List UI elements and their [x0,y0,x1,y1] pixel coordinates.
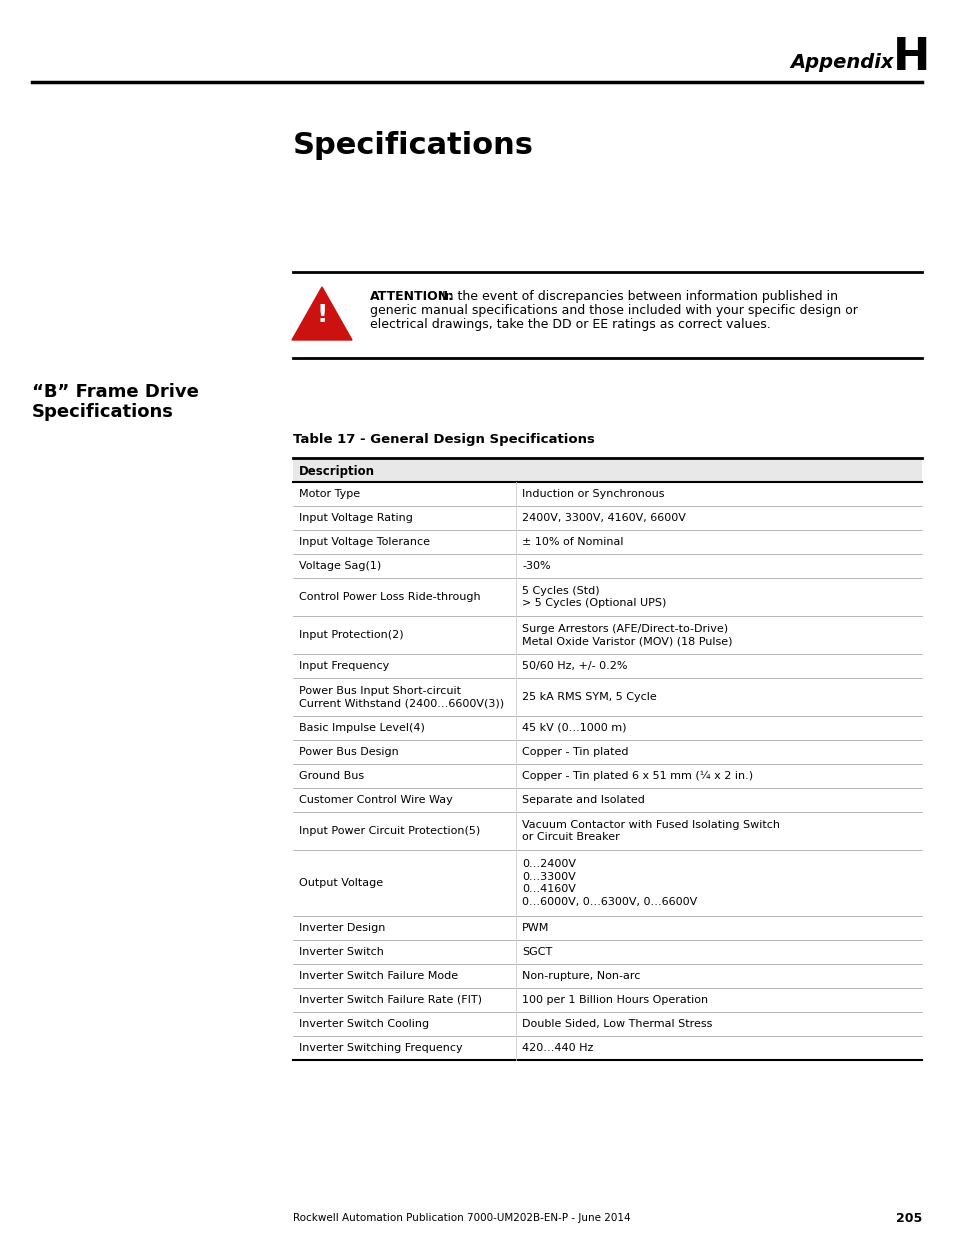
Text: 0…2400V
0…3300V
0…4160V
0…6000V, 0…6300V, 0…6600V: 0…2400V 0…3300V 0…4160V 0…6000V, 0…6300V… [521,858,697,908]
Text: H: H [892,37,929,79]
Text: ± 10% of Nominal: ± 10% of Nominal [521,537,623,547]
Text: 420…440 Hz: 420…440 Hz [521,1044,593,1053]
Text: Output Voltage: Output Voltage [298,878,383,888]
Text: 50/60 Hz, +/- 0.2%: 50/60 Hz, +/- 0.2% [521,661,627,671]
Text: Description: Description [298,464,375,478]
Text: Inverter Switch Failure Rate (FIT): Inverter Switch Failure Rate (FIT) [298,995,481,1005]
Text: Input Power Circuit Protection(5): Input Power Circuit Protection(5) [298,826,479,836]
Text: Inverter Switch Failure Mode: Inverter Switch Failure Mode [298,971,457,981]
Text: Inverter Design: Inverter Design [298,923,385,932]
Text: 205: 205 [895,1212,921,1224]
Text: Vacuum Contactor with Fused Isolating Switch
or Circuit Breaker: Vacuum Contactor with Fused Isolating Sw… [521,820,780,842]
Text: Inverter Switch Cooling: Inverter Switch Cooling [298,1019,429,1029]
Text: Ground Bus: Ground Bus [298,771,364,781]
Text: 100 per 1 Billion Hours Operation: 100 per 1 Billion Hours Operation [521,995,708,1005]
Text: generic manual specifications and those included with your specific design or: generic manual specifications and those … [370,304,857,317]
Text: Motor Type: Motor Type [298,489,359,499]
Polygon shape [292,287,352,340]
Text: Input Voltage Rating: Input Voltage Rating [298,513,413,522]
Text: Specifications: Specifications [32,403,173,421]
Text: Inverter Switching Frequency: Inverter Switching Frequency [298,1044,462,1053]
Text: Table 17 - General Design Specifications: Table 17 - General Design Specifications [293,433,595,447]
Text: Copper - Tin plated: Copper - Tin plated [521,747,628,757]
Text: 2400V, 3300V, 4160V, 6600V: 2400V, 3300V, 4160V, 6600V [521,513,685,522]
Text: Double Sided, Low Thermal Stress: Double Sided, Low Thermal Stress [521,1019,712,1029]
Text: Appendix: Appendix [789,53,893,72]
Text: Customer Control Wire Way: Customer Control Wire Way [298,795,453,805]
Text: Separate and Isolated: Separate and Isolated [521,795,644,805]
Bar [293,458,921,482]
Text: Copper - Tin plated 6 x 51 mm (¼ x 2 in.): Copper - Tin plated 6 x 51 mm (¼ x 2 in.… [521,771,753,781]
Text: PWM: PWM [521,923,549,932]
Text: ATTENTION:: ATTENTION: [370,290,454,303]
Text: Surge Arrestors (AFE/Direct-to-Drive)
Metal Oxide Varistor (MOV) (18 Pulse): Surge Arrestors (AFE/Direct-to-Drive) Me… [521,624,732,646]
Text: Induction or Synchronous: Induction or Synchronous [521,489,664,499]
Text: -30%: -30% [521,561,550,571]
Text: 45 kV (0…1000 m): 45 kV (0…1000 m) [521,722,626,734]
Text: electrical drawings, take the DD or EE ratings as correct values.: electrical drawings, take the DD or EE r… [370,317,770,331]
Text: Power Bus Input Short-circuit
Current Withstand (2400…6600V(3)): Power Bus Input Short-circuit Current Wi… [298,685,503,709]
Text: Non-rupture, Non-arc: Non-rupture, Non-arc [521,971,640,981]
Text: 5 Cycles (Std)
> 5 Cycles (Optional UPS): 5 Cycles (Std) > 5 Cycles (Optional UPS) [521,585,666,609]
Text: Rockwell Automation Publication 7000-UM202B-EN-P - June 2014: Rockwell Automation Publication 7000-UM2… [293,1213,630,1223]
Text: Specifications: Specifications [293,131,534,159]
Text: SGCT: SGCT [521,947,552,957]
Text: Inverter Switch: Inverter Switch [298,947,383,957]
Text: Input Voltage Tolerance: Input Voltage Tolerance [298,537,430,547]
Text: Input Frequency: Input Frequency [298,661,389,671]
Text: Power Bus Design: Power Bus Design [298,747,398,757]
Text: In the event of discrepancies between information published in: In the event of discrepancies between in… [437,290,837,303]
Text: 25 kA RMS SYM, 5 Cycle: 25 kA RMS SYM, 5 Cycle [521,692,657,701]
Text: Input Protection(2): Input Protection(2) [298,630,403,640]
Text: “B” Frame Drive: “B” Frame Drive [32,383,198,401]
Text: Basic Impulse Level(4): Basic Impulse Level(4) [298,722,424,734]
Text: Voltage Sag(1): Voltage Sag(1) [298,561,381,571]
Text: !: ! [316,304,327,327]
Text: Control Power Loss Ride-through: Control Power Loss Ride-through [298,592,480,601]
